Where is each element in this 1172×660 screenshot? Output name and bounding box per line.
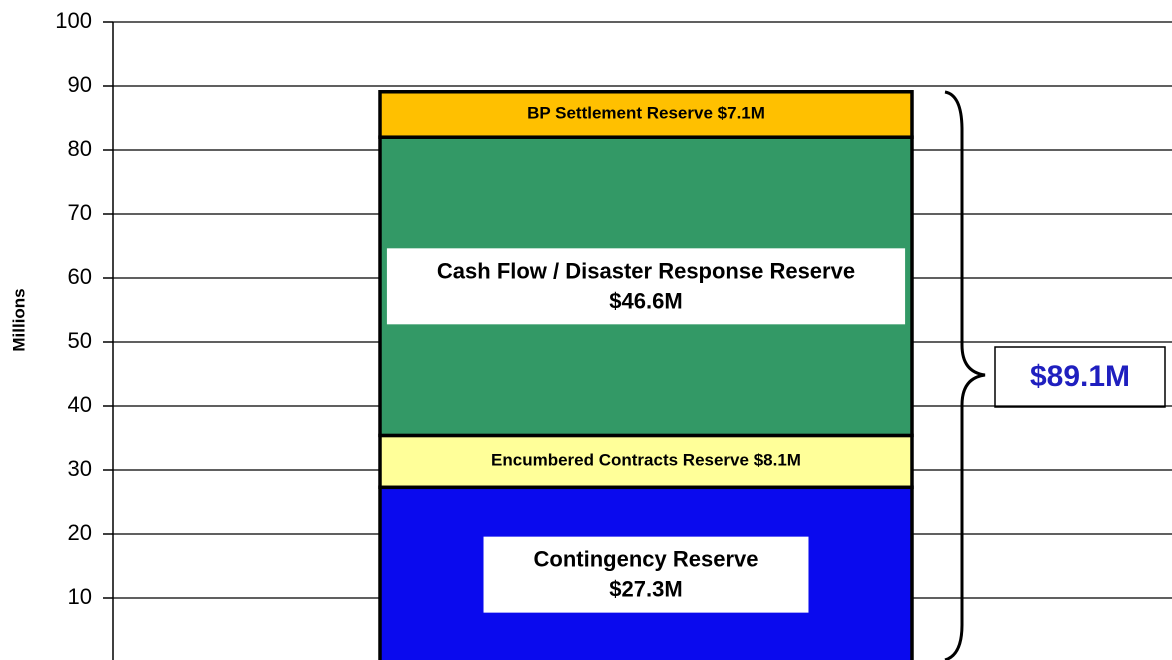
y-tick-label: 40 — [68, 392, 92, 417]
segment-value-label: $46.6M — [609, 288, 682, 313]
y-axis-label: Millions — [9, 288, 28, 351]
y-tick-label: 20 — [68, 520, 92, 545]
segment-value-label: $8.1M — [754, 451, 801, 470]
segment-name: BP Settlement Reserve — [527, 104, 713, 123]
y-tick-label: 90 — [68, 72, 92, 97]
y-tick-label: 50 — [68, 328, 92, 353]
label-box — [386, 248, 906, 325]
bar-segment — [378, 90, 914, 139]
total-box — [994, 346, 1166, 408]
label-box — [483, 536, 809, 613]
segment-label: Contingency Reserve $27.3M — [534, 546, 759, 601]
y-tick-label: 30 — [68, 456, 92, 481]
y-tick-label: 80 — [68, 136, 92, 161]
segment-label: BP Settlement Reserve $7.1M — [527, 104, 765, 123]
bar-segment — [378, 433, 914, 490]
segment-name: Cash Flow / Disaster Response Reserve — [437, 258, 855, 283]
y-tick-label: 10 — [68, 584, 92, 609]
segment-label: Cash Flow / Disaster Response Reserve $46… — [437, 258, 855, 313]
brace — [944, 90, 986, 660]
y-tick-label: 60 — [68, 264, 92, 289]
total-annotation: $89.1M — [1030, 360, 1130, 393]
segment-label: Encumbered Contracts Reserve $8.1M — [491, 451, 801, 470]
segment-value-label: $7.1M — [718, 104, 765, 123]
segment-value-label: $27.3M — [609, 576, 682, 601]
segment-name: Encumbered Contracts Reserve — [491, 451, 749, 470]
segment-name: Contingency Reserve — [534, 546, 759, 571]
y-tick-label: 100 — [55, 8, 92, 33]
y-tick-label: 70 — [68, 200, 92, 225]
